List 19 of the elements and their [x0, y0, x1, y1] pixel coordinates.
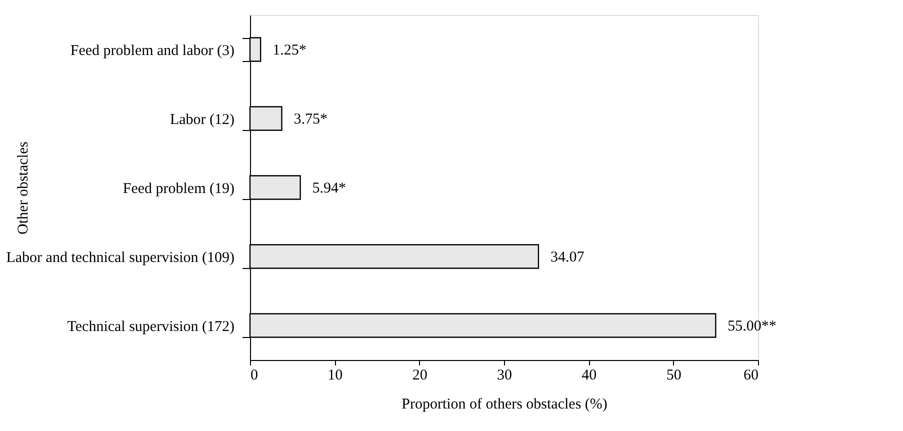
x-tick-label: 20: [412, 368, 428, 384]
y-tick-label: Feed problem and labor (3): [70, 43, 234, 59]
y-axis-title: Other obstacles: [16, 141, 32, 234]
y-tick-label: Labor (12): [170, 112, 234, 128]
data-label: 55.00**: [728, 318, 776, 334]
y-tick-label: Labor and technical supervision (109): [6, 250, 234, 266]
y-tick-label: Technical supervision (172): [67, 319, 235, 335]
data-label: 34.07: [550, 250, 585, 266]
x-tick-label: 0: [250, 368, 258, 384]
x-tick-label: 40: [582, 368, 597, 384]
x-tick-label: 60: [744, 368, 758, 384]
x-axis-title: Proportion of others obstacles (%): [402, 396, 608, 412]
x-tick-label: 50: [666, 368, 682, 384]
data-label: 3.75*: [294, 112, 328, 128]
x-tick-label: 10: [328, 368, 343, 384]
data-label: 1.25*: [272, 42, 306, 58]
data-label: 5.94*: [312, 180, 346, 196]
x-tick-label: 30: [497, 368, 512, 384]
y-tick-label: Feed problem (19): [122, 181, 234, 197]
